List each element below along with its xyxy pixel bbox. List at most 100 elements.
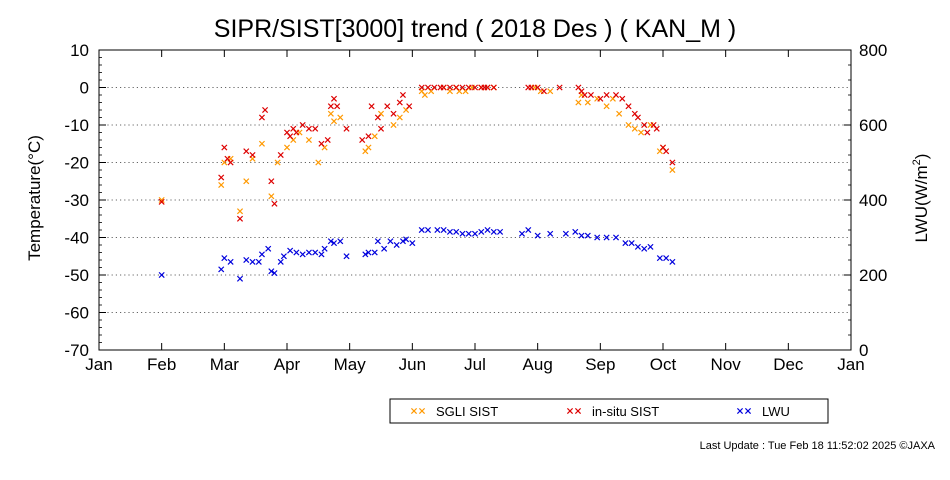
data-point <box>249 151 256 159</box>
data-point <box>446 84 453 91</box>
data-point <box>262 106 269 114</box>
left-tick-label: -10 <box>64 116 89 135</box>
data-point <box>265 245 272 252</box>
data-point <box>365 144 372 151</box>
data-point <box>324 136 331 144</box>
data-point <box>268 268 275 275</box>
data-point <box>471 84 479 91</box>
data-point <box>453 228 460 235</box>
data-points <box>158 84 676 282</box>
legend-label: in-situ SIST <box>592 404 659 419</box>
data-point <box>603 91 610 99</box>
series-in-situ-sist <box>158 84 676 222</box>
legend-marker <box>418 407 426 415</box>
x-tick-label: Dec <box>773 355 804 374</box>
left-tick-label: 0 <box>80 79 89 98</box>
data-point <box>478 228 485 235</box>
data-point <box>393 241 400 249</box>
data-point <box>268 193 275 200</box>
data-point <box>547 230 554 237</box>
data-point <box>409 240 416 247</box>
legend-item: in-situ SIST <box>566 404 659 419</box>
data-point <box>584 232 591 239</box>
data-point <box>424 226 432 234</box>
data-point <box>258 114 265 121</box>
data-point <box>249 258 256 265</box>
data-point <box>227 159 234 166</box>
data-point <box>625 103 632 110</box>
data-point <box>243 178 250 185</box>
data-point <box>390 121 397 129</box>
legend-marker <box>410 407 418 415</box>
data-point <box>158 198 165 205</box>
data-point <box>669 159 676 166</box>
data-point <box>218 174 225 181</box>
data-point <box>274 159 281 166</box>
legend-marker <box>574 407 582 415</box>
data-point <box>365 133 372 140</box>
legend-marker <box>566 407 574 415</box>
data-point <box>277 151 284 159</box>
data-point <box>641 245 648 252</box>
x-tick-label: Jan <box>85 355 112 374</box>
data-point <box>656 255 663 262</box>
data-point <box>287 247 294 254</box>
right-tick-label: 800 <box>859 41 887 60</box>
data-point <box>669 166 676 174</box>
data-point <box>343 253 350 260</box>
data-point <box>271 200 278 207</box>
data-point <box>459 84 466 91</box>
data-point <box>318 140 325 147</box>
data-point <box>634 243 641 250</box>
data-point <box>396 99 403 106</box>
data-point <box>396 114 403 121</box>
data-point <box>330 118 338 125</box>
data-point <box>399 238 406 245</box>
data-point <box>597 95 604 102</box>
data-point <box>518 230 526 237</box>
data-point <box>377 125 385 132</box>
data-point <box>277 258 284 265</box>
data-point <box>371 133 378 140</box>
left-tick-label: -20 <box>64 154 89 173</box>
data-point <box>497 228 504 235</box>
data-point <box>453 84 460 91</box>
data-point <box>305 136 312 144</box>
left-y-axis-label: Temperature(°C) <box>25 135 44 261</box>
data-point <box>371 249 378 256</box>
data-point <box>631 125 638 132</box>
legend-item: LWU <box>736 404 790 419</box>
data-point <box>440 226 447 234</box>
left-y-axis-ticks: 10 0 -10 -20 -30 -40 -50 -60 -70 <box>64 41 106 360</box>
data-point <box>221 144 228 151</box>
data-point <box>258 140 265 147</box>
left-tick-label: -50 <box>64 266 89 285</box>
data-point <box>663 148 670 155</box>
data-point <box>258 251 265 258</box>
x-axis-ticks: Jan Feb Mar Apr May Jun Jul Aug Sep Oct Nov Dec Jan <box>85 50 865 374</box>
data-point <box>343 125 350 132</box>
data-point <box>243 148 250 155</box>
data-point <box>584 99 591 106</box>
data-point <box>268 178 275 185</box>
data-point <box>287 133 294 140</box>
x-tick-label: Jun <box>399 355 426 374</box>
right-tick-label: 400 <box>859 191 887 210</box>
data-point <box>236 208 244 215</box>
data-point <box>603 103 610 110</box>
x-tick-label: Apr <box>274 355 301 374</box>
left-tick-label: -60 <box>64 304 89 323</box>
data-point <box>384 103 391 110</box>
data-point <box>334 103 341 110</box>
data-point <box>218 266 225 273</box>
right-tick-label: 600 <box>859 116 887 135</box>
data-point <box>603 234 610 241</box>
data-point <box>647 243 654 250</box>
data-point <box>362 251 369 258</box>
data-point <box>271 270 278 277</box>
series-lwu <box>158 226 676 282</box>
data-point <box>525 226 532 234</box>
x-tick-label: Nov <box>711 355 742 374</box>
x-tick-label: Feb <box>147 355 176 374</box>
